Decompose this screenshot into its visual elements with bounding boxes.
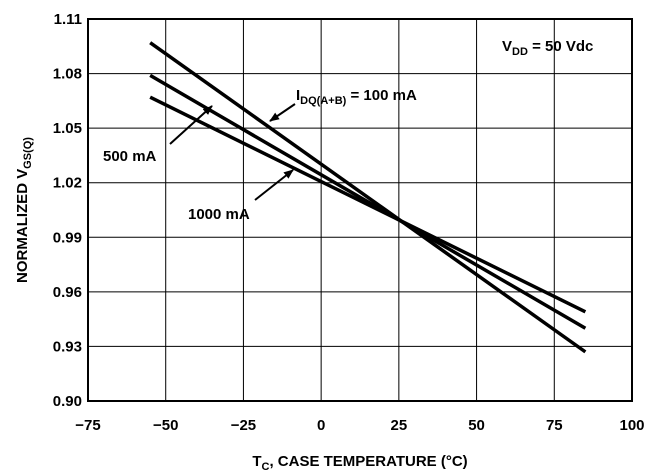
x-axis-title: TC, CASE TEMPERATURE (°C) bbox=[252, 453, 467, 473]
annotation-vdd: VDD = 50 Vdc bbox=[502, 38, 593, 58]
x-axis-title-sub: C bbox=[261, 461, 269, 473]
y-tick-label: 0.96 bbox=[53, 284, 82, 301]
x-axis-title-rest: , CASE TEMPERATURE (°C) bbox=[269, 453, 467, 470]
annotation-1000ma: 1000 mA bbox=[188, 206, 250, 223]
x-tick-labels: −75 −50 −25 0 25 50 75 100 bbox=[75, 417, 644, 434]
series-line bbox=[149, 41, 587, 354]
annotation-idq: IDQ(A+B) = 100 mA bbox=[296, 87, 417, 107]
y-axis-title: NORMALIZED VGS(Q) bbox=[14, 137, 34, 283]
data-lines bbox=[149, 41, 587, 354]
arrow-1000ma bbox=[254, 169, 294, 201]
annotation-500ma: 500 mA bbox=[103, 148, 157, 165]
y-tick-labels: 0.90 0.93 0.96 0.99 1.02 1.05 1.08 1.11 bbox=[53, 11, 82, 410]
annotation-vdd-rest: = 50 Vdc bbox=[528, 38, 593, 55]
annotation-idq-rest: = 100 mA bbox=[346, 87, 417, 104]
grid bbox=[87, 18, 633, 402]
arrow-500ma bbox=[169, 105, 213, 145]
x-tick-label: 0 bbox=[317, 417, 325, 434]
y-axis-title-sub: GS(Q) bbox=[22, 137, 34, 169]
plot-frame bbox=[87, 18, 633, 402]
x-tick-label: −75 bbox=[75, 417, 100, 434]
y-tick-label: 1.11 bbox=[54, 11, 82, 28]
x-tick-label: 100 bbox=[619, 417, 644, 434]
y-tick-label: 1.05 bbox=[53, 120, 82, 137]
y-tick-label: 0.99 bbox=[53, 229, 82, 246]
annotation-vdd-main: V bbox=[502, 38, 512, 55]
annotation-idq-main: I bbox=[296, 87, 300, 104]
x-tick-label: 50 bbox=[468, 417, 485, 434]
x-tick-label: 75 bbox=[546, 417, 563, 434]
x-tick-label: −25 bbox=[231, 417, 256, 434]
x-axis-title-main: T bbox=[252, 453, 261, 470]
series-line bbox=[149, 95, 587, 314]
y-axis-title-main: NORMALIZED V bbox=[14, 169, 31, 283]
y-tick-label: 0.90 bbox=[53, 393, 82, 410]
series-line bbox=[149, 73, 587, 330]
y-tick-label: 0.93 bbox=[53, 338, 82, 355]
annotation-idq-sub: DQ(A+B) bbox=[300, 95, 346, 107]
annotation-vdd-sub: DD bbox=[512, 46, 528, 58]
x-tick-label: −50 bbox=[153, 417, 178, 434]
arrow-100ma bbox=[269, 103, 296, 122]
y-tick-label: 1.08 bbox=[53, 66, 82, 83]
y-tick-label: 1.02 bbox=[53, 175, 82, 192]
x-tick-label: 25 bbox=[391, 417, 408, 434]
